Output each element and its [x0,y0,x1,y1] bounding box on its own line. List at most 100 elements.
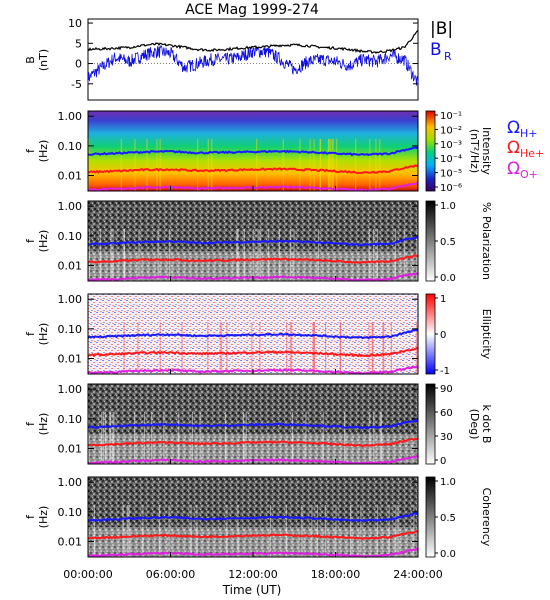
ellipticity-streak [290,322,293,374]
coherency-streak [269,505,272,557]
b-y-tick-label: 10 [68,17,82,30]
kdotb-panel: 1.00 0.10 0.01 f (Hz) 90 60 30 0 k dot B(Deg) [24,383,493,467]
x-tick-label: 06:00:00 [146,568,195,581]
ellipticity-panel: 1.00 0.10 0.01 f (Hz) 1 0 -1 Ellipticity [24,293,493,377]
coherency-streak [122,505,124,557]
kdotb-streak [143,412,146,464]
polarization-streak [317,229,320,281]
gyro-line-h [87,329,419,340]
coherency-streak [413,505,415,557]
coherency-streak [311,505,313,557]
colorbar-tick-label: 10⁻² [440,125,462,136]
kdotb-streak [191,412,194,464]
polarization-streak [259,229,261,281]
kdotb-streak [199,412,201,464]
freq-tick-label: 0.01 [58,536,83,549]
freq-tick-label: 0.01 [58,170,83,183]
polarization-streak [376,229,379,281]
b-y-label: B [24,56,37,64]
legend-br-subscript: R [444,50,452,63]
intensity-streak [328,139,330,191]
freq-y-label: f [24,148,37,153]
intensity-streak [319,139,322,191]
freq-tick-label: 1.00 [58,476,83,489]
coherency-streak [226,505,228,557]
coherency-streak [128,505,130,557]
legend-omega-he: Ω [507,138,520,158]
kdotb-streak [109,412,111,464]
ellipticity-streak [221,322,223,374]
ellipticity-streak [325,322,327,374]
polarization-streak [237,229,239,281]
freq-tick-label: 1.00 [58,383,83,396]
kdotb-streak [163,412,165,464]
ellipticity-streak [339,322,341,374]
intensity-streak [332,139,334,191]
b-y-unit: (nT) [37,49,50,71]
polarization-streak [372,229,375,281]
coherency-streak [196,505,198,557]
colorbar-tick-label: 1.0 [440,201,456,212]
kdotb-streak [379,412,381,464]
coherency-streak [159,505,161,557]
coherency-colorbar [425,476,436,558]
gyro-line-h [87,235,419,247]
ellipticity-streak [181,322,183,374]
colorbar-tick-label: 90 [440,384,453,395]
intensity-colorbar-label: Intensity [480,127,493,175]
intensity-streak [327,139,330,191]
freq-tick-label: 0.10 [58,140,83,153]
intensity-streak [319,139,321,191]
kdotb-streak [101,412,103,464]
ellipticity-streak [390,322,392,374]
intensity-streak [299,139,301,191]
colorbar-tick-label: 0 [440,330,446,341]
freq-y-unit: (Hz) [37,230,50,253]
polarization-streak [268,229,270,281]
intensity-streak [197,139,199,191]
intensity-streak [146,139,148,191]
freq-tick-label: 0.10 [58,413,83,426]
coherency-streak [316,505,319,557]
gyro-line-he [87,530,419,540]
freq-y-label: f [24,238,37,243]
gyro-line-he [87,253,419,264]
coherency-streak [350,505,352,557]
kdotb-colorbar-unit: (Deg) [468,409,481,440]
polarization-streak [368,229,370,281]
freq-y-label: f [24,514,37,519]
kdotb-colorbar [425,383,436,465]
polarization-streak [394,229,397,281]
coherency-streak [335,505,337,557]
colorbar-tick-label: 0.0 [440,273,456,284]
freq-y-unit: (Hz) [37,413,50,436]
colorbar-tick-label: 60 [440,408,453,419]
ellipticity-streak [123,322,125,374]
polarization-streak [243,229,245,281]
kdotb-streak [133,412,136,464]
ellipticity-streak [219,322,221,374]
polarization-streak [168,229,171,281]
polarization-colorbar-label: % Polarization [480,202,493,280]
freq-y-label: f [24,331,37,336]
kdotb-streak [88,412,90,464]
colorbar-tick-label: 0.0 [440,549,456,560]
kdotb-streak [369,412,371,464]
kdotb-colorbar-label: k dot B [480,405,493,444]
coherency-colorbar-label: Coherency [480,488,493,547]
polarization-streak [100,229,102,281]
ellipticity-streak [312,322,314,374]
polarization-streak [138,229,140,281]
ellipticity-streak [137,322,139,374]
intensity-streak [120,139,122,191]
coherency-streak [376,505,379,557]
kdotb-streak [245,412,247,464]
colorbar-tick-label: 10⁻¹ [440,111,462,122]
polarization-streak [252,229,254,281]
legend-omega-h: Ω [507,118,520,138]
ellipticity-streak [372,322,374,374]
ellipticity-streak [368,322,370,374]
legend-omega-h-subscript: H+ [520,127,538,140]
colorbar-tick-label: 30 [440,432,453,443]
